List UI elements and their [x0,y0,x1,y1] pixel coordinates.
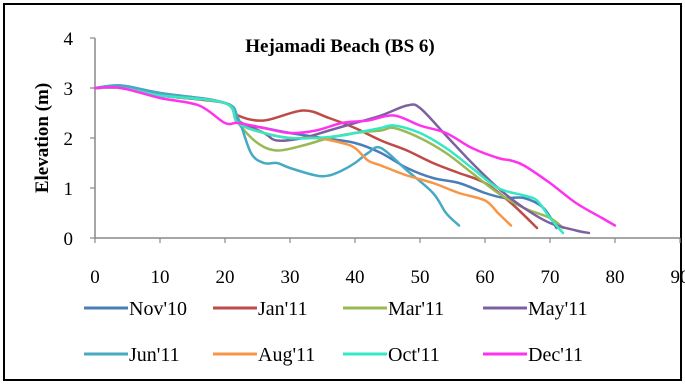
legend-label: May'11 [528,298,588,320]
series-line [93,86,617,227]
series-line [93,86,513,227]
axes: 0 10 20 30 40 50 60 70 80 90 0 1 2 3 4 [64,29,685,288]
series-line [93,86,591,235]
y-tick-label: 4 [64,29,74,50]
legend-label: Dec'11 [528,344,583,366]
y-tick-label: 3 [64,79,74,100]
series-line [93,84,558,230]
y-tick-label: 1 [64,179,74,200]
legend-label: Mar'11 [388,298,444,320]
x-tick-label: 30 [281,267,300,288]
x-tick-label: 40 [346,267,365,288]
x-tick-label: 20 [216,267,235,288]
chart-title: Hejamadi Beach (BS 6) [245,36,434,57]
x-tick-label: 0 [90,267,100,288]
series-lines [93,84,617,235]
legend-label: Aug'11 [258,344,315,366]
legend-label: Jun'11 [129,344,180,366]
series-line [93,86,565,235]
legend: Nov'10 Jan'11 Mar'11 May'11 Jun'11 Aug'11 Oct'… [84,298,588,366]
chart-frame [3,3,682,381]
x-tick-label: 70 [541,267,560,288]
y-tick-label: 2 [64,129,74,150]
legend-label: Oct'11 [388,344,440,366]
x-tick-label: 90 [671,267,685,288]
series-line [93,86,539,230]
y-tick-label: 0 [64,229,74,250]
x-tick-label: 50 [411,267,430,288]
legend-label: Jan'11 [258,298,308,320]
y-axis-label: Elevation (m) [32,83,53,193]
x-tick-label: 60 [476,267,495,288]
legend-label: Nov'10 [129,298,187,320]
x-tick-label: 80 [606,267,625,288]
x-tick-label: 10 [151,267,170,288]
